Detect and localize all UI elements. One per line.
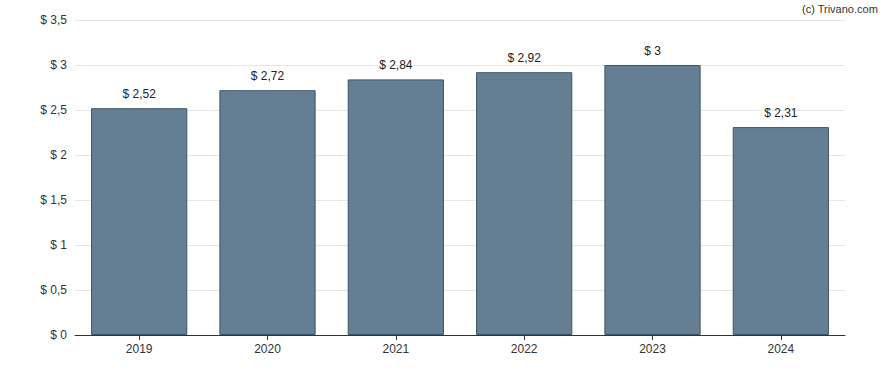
- svg-text:2023: 2023: [639, 342, 666, 356]
- svg-text:$ 1: $ 1: [50, 238, 67, 252]
- svg-text:2020: 2020: [254, 342, 281, 356]
- svg-text:(c) Trivano.com: (c) Trivano.com: [802, 3, 878, 15]
- svg-text:$ 2,72: $ 2,72: [251, 69, 285, 83]
- svg-text:$ 0: $ 0: [50, 328, 67, 342]
- svg-text:$ 1,5: $ 1,5: [40, 193, 67, 207]
- svg-text:$ 3,5: $ 3,5: [40, 13, 67, 27]
- svg-text:$ 2,31: $ 2,31: [764, 106, 798, 120]
- svg-text:2024: 2024: [767, 342, 794, 356]
- svg-text:$ 2,5: $ 2,5: [40, 103, 67, 117]
- svg-text:$ 3: $ 3: [50, 58, 67, 72]
- svg-text:$ 0,5: $ 0,5: [40, 283, 67, 297]
- svg-text:2021: 2021: [382, 342, 409, 356]
- svg-text:2022: 2022: [511, 342, 538, 356]
- svg-text:2019: 2019: [126, 342, 153, 356]
- svg-text:$ 3: $ 3: [644, 44, 661, 58]
- svg-text:$ 2,52: $ 2,52: [122, 87, 156, 101]
- svg-text:$ 2,92: $ 2,92: [507, 51, 541, 65]
- svg-text:$ 2: $ 2: [50, 148, 67, 162]
- svg-text:$ 2,84: $ 2,84: [379, 58, 413, 72]
